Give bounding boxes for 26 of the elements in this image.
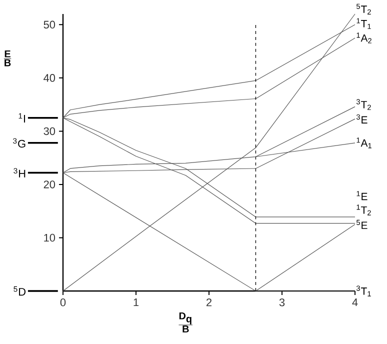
x-tick-label: 0 <box>60 298 66 306</box>
x-tick-label: 3 <box>279 298 285 306</box>
x-tick-label: 4 <box>352 298 358 306</box>
ref-line-label: $^{3}$H <box>14 168 26 178</box>
ref-line-label: $^{1}$I <box>18 113 26 122</box>
series-label: $^{1}$T$_{2}$ <box>356 204 371 216</box>
series-label: $^{1}$E <box>356 191 368 200</box>
series-label: $^{3}$E <box>356 114 368 124</box>
series-label: $^{3}$T$_{2}$ <box>356 99 371 110</box>
series-label: $^{5}$T$_{2}$ <box>356 4 371 14</box>
series-label: $^{1}$A$_{2}$ <box>356 32 372 44</box>
series-label: $^{5}$E <box>356 220 368 229</box>
x-tick-label: 1 <box>134 298 139 306</box>
y-tick-label: 10 <box>44 234 56 242</box>
ref-line-label: $^{5}$D <box>14 286 26 296</box>
series-label: $^{1}$A$_{1}$ <box>356 138 372 148</box>
y-tick-label: 40 <box>44 74 56 82</box>
y-tick-label: 30 <box>44 127 56 136</box>
series-label: $^{3}$T$_{1}$ <box>356 286 371 296</box>
y-tick-label: 50 <box>44 20 56 29</box>
x-axis-title: $\frac{\textbf{D}_{\textbf{q}}}{\textbf{B}}$ <box>178 312 193 332</box>
y-tick-label: 20 <box>44 180 56 188</box>
y-axis-title: $\frac{\textbf{E}}{\textbf{B}}$ <box>4 50 12 66</box>
x-tick-label: 2 <box>206 298 212 306</box>
ref-line-label: $^{3}$G <box>13 138 26 148</box>
series-label: $^{1}$T$_{1}$ <box>356 18 371 29</box>
